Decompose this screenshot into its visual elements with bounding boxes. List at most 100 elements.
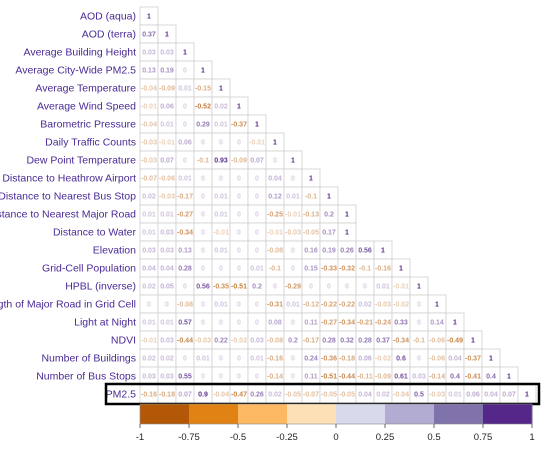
cell-value: 0.13: [178, 248, 192, 255]
cell-value: -0.24: [375, 320, 391, 327]
colorbar-tick-label: -0.75: [178, 432, 200, 443]
row-label: Average Building Height: [24, 47, 137, 59]
cell-value: 0: [201, 248, 205, 255]
cell-value: -0.08: [267, 248, 283, 255]
colorbar: [139, 403, 533, 425]
cell-value: -0.44: [339, 374, 355, 381]
row-label: Number of Bus Stops: [36, 371, 136, 383]
cell-value: 0.03: [160, 50, 174, 57]
cell-value: 0.33: [394, 320, 408, 327]
cell-value: -0.04: [213, 392, 229, 399]
cell-value: 0: [237, 302, 241, 309]
cell-value: -0.04: [141, 86, 157, 93]
cell-value: -0.12: [303, 302, 319, 309]
colorbar-tick-label: 0.5: [427, 432, 440, 443]
row-label: Distance to Nearest Major Road: [0, 209, 136, 221]
cell-value: 0: [273, 284, 277, 291]
cell-value: 0: [219, 320, 223, 327]
cell-value: -0.02: [231, 338, 247, 345]
cell-value: 0: [255, 248, 259, 255]
cell-value: 0.15: [304, 266, 318, 273]
row-label: NDVI: [111, 335, 136, 347]
cell-value: 0.56: [358, 248, 372, 255]
cell-value: 0: [237, 320, 241, 327]
cell-value: 0: [219, 140, 223, 147]
cell-value: 0.01: [214, 212, 228, 219]
row-label: HPBL (inverse): [65, 281, 136, 293]
cell-value: 0: [291, 374, 295, 381]
cell-value: 0.02: [214, 104, 228, 111]
cell-value: 0.28: [358, 338, 372, 345]
cell-value: -0.18: [159, 392, 175, 399]
cell-value: -0.22: [339, 302, 355, 309]
cell-value: -0.16: [141, 392, 157, 399]
cell-value: 0.01: [160, 212, 174, 219]
row-label: Average Wind Speed: [37, 101, 136, 113]
cell-value: 0: [237, 266, 241, 273]
cell-value: 1: [219, 86, 223, 93]
cell-value: 1: [273, 140, 277, 147]
cell-value: 0: [417, 302, 421, 309]
cell-value: 0: [183, 284, 187, 291]
cell-value: -0.05: [339, 392, 355, 399]
cell-value: 0.37: [376, 338, 390, 345]
cell-value: 1: [255, 122, 259, 129]
cell-value: 0.01: [142, 320, 156, 327]
cell-value: 0.02: [142, 194, 156, 201]
cell-value: 0: [255, 302, 259, 309]
cell-value: 0.07: [160, 158, 174, 165]
cell-value: -0.1: [269, 266, 281, 273]
cell-value: -0.34: [177, 230, 193, 237]
cell-value: -0.01: [285, 212, 301, 219]
cell-value: 0.02: [268, 392, 282, 399]
cell-value: 0.2: [324, 212, 334, 219]
cell-value: -0.44: [177, 338, 193, 345]
cell-value: -0.21: [357, 320, 373, 327]
cell-value: -0.03: [429, 392, 445, 399]
cell-value: -0.08: [177, 302, 193, 309]
cell-value: 0.01: [160, 320, 174, 327]
cell-value: 1: [507, 374, 511, 381]
cell-value: 1: [183, 50, 187, 57]
row-label: AOD (aqua): [80, 11, 136, 23]
cell-value: 0.11: [304, 374, 317, 381]
cell-value: 1: [327, 194, 331, 201]
row-label: Average Temperature: [35, 83, 136, 95]
cell-value: -0.03: [285, 230, 301, 237]
row-label: PM2.5: [106, 389, 137, 401]
colorbar-tick-label: -0.5: [230, 432, 246, 443]
cell-value: 0.07: [502, 392, 516, 399]
cell-value: 0: [255, 212, 259, 219]
cell-value: 0.06: [358, 356, 372, 363]
cell-value: 0.4: [486, 374, 496, 381]
cell-value: -0.32: [339, 266, 355, 273]
cell-value: -0.37: [465, 356, 481, 363]
cell-value: -0.07: [141, 176, 157, 183]
cell-value: 0: [165, 302, 169, 309]
cell-value: 0: [327, 284, 331, 291]
cell-value: -0.1: [413, 338, 425, 345]
cell-value: 0.29: [196, 122, 210, 129]
cell-value: 0.03: [142, 374, 156, 381]
cell-value: 0: [237, 374, 241, 381]
cell-value: -0.06: [159, 176, 175, 183]
cell-value: 0.01: [214, 302, 228, 309]
cell-value: -0.03: [375, 302, 391, 309]
cell-value: 0.02: [376, 392, 390, 399]
cell-value: 0.19: [322, 248, 336, 255]
cell-value: -0.15: [195, 86, 211, 93]
cell-value: 0.04: [484, 392, 498, 399]
cell-value: -0.35: [213, 284, 229, 291]
row-label: Number of Buildings: [41, 353, 136, 365]
cell-value: 0: [219, 266, 223, 273]
cell-value: -0.01: [393, 284, 409, 291]
colorbar-segment: [238, 404, 288, 424]
cell-value: 0.01: [178, 176, 192, 183]
cell-value: 0: [237, 194, 241, 201]
cell-value: 0: [219, 176, 223, 183]
cell-value: 1: [471, 338, 475, 345]
row-label: AOD (terra): [82, 29, 136, 41]
colorbar-ticks: -1 -0.75 -0.5 -0.25 0 0.25 0.5 0.75 1: [136, 424, 535, 443]
cell-value: 0: [219, 356, 223, 363]
cell-value: 0: [237, 176, 241, 183]
